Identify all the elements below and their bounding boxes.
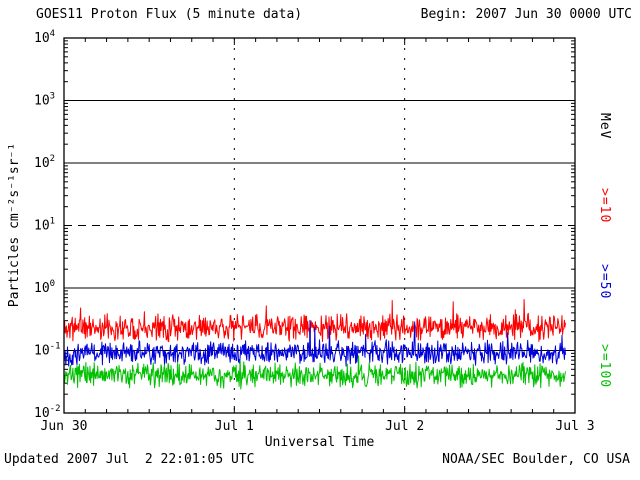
series-line-2 (63, 355, 566, 390)
y-tick-label: 104 (34, 29, 55, 46)
y-tick-label: 101 (34, 217, 55, 234)
series-label-0: >=10 (597, 188, 612, 224)
y-tick-label: 100 (34, 279, 55, 296)
x-tick-label: Jul 1 (215, 419, 254, 434)
y-tick-label: 10-2 (34, 404, 61, 421)
credit-label: NOAA/SEC Boulder, CO USA (442, 452, 630, 467)
begin-timestamp: Begin: 2007 Jun 30 0000 UTC (420, 7, 632, 22)
series-label-2: >=100 (597, 344, 612, 389)
series-label-1: >=50 (597, 264, 612, 300)
y-tick-label: 103 (34, 92, 55, 109)
y-tick-label: 102 (34, 154, 55, 171)
y-tick-label: 10-1 (34, 342, 61, 359)
plot-border (63, 37, 576, 414)
x-axis-label: Universal Time (264, 435, 375, 450)
x-tick-label: Jul 2 (385, 419, 424, 434)
x-tick-label: Jul 3 (555, 419, 594, 434)
x-tick-label: Jun 30 (41, 419, 88, 434)
chart-title: GOES11 Proton Flux (5 minute data) (36, 7, 303, 22)
y-axis-label: Particles cm⁻²s⁻¹sr⁻¹ (7, 142, 22, 308)
series-line-1 (63, 319, 566, 367)
right-axis-unit-label: MeV (597, 113, 612, 140)
updated-timestamp: Updated 2007 Jul 2 22:01:05 UTC (4, 452, 255, 467)
